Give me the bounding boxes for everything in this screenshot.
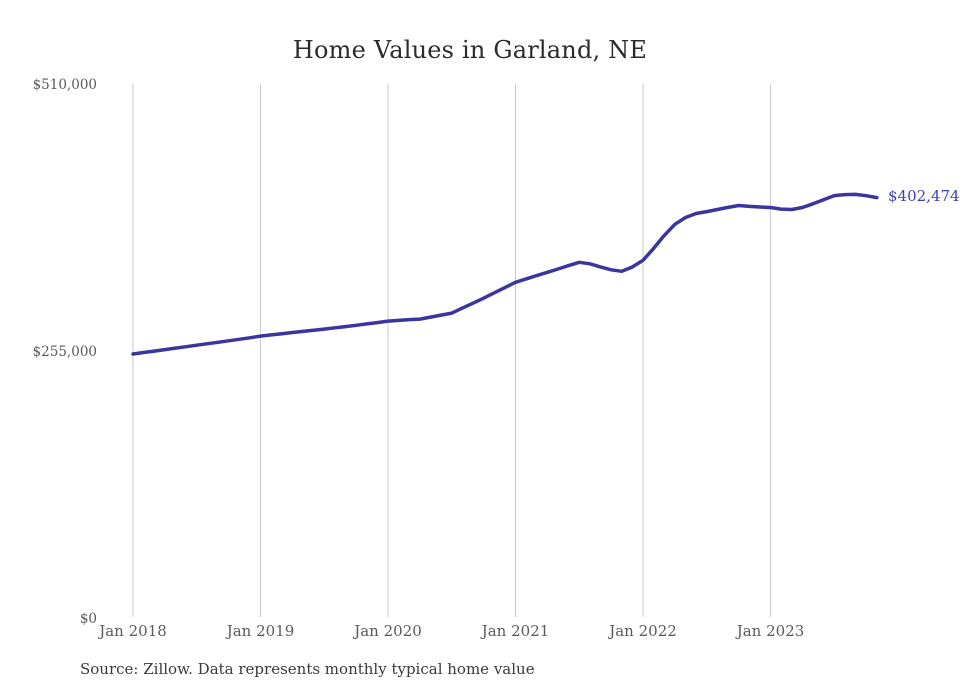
x-axis-tick-2023: Jan 2023 [736, 622, 805, 640]
x-axis-tick-2019: Jan 2019 [226, 622, 295, 640]
y-axis-tick-max: $510,000 [32, 77, 97, 93]
source-note: Source: Zillow. Data represents monthly … [80, 660, 535, 678]
x-axis-tick-2022: Jan 2022 [609, 622, 677, 640]
x-axis-tick-2018: Jan 2018 [99, 622, 167, 640]
chart-title: Home Values in Garland, NE [292, 36, 648, 64]
x-axis-tick-2020: Jan 2020 [354, 622, 422, 640]
x-axis-tick-2021: Jan 2021 [481, 622, 550, 640]
y-axis-tick-zero: $0 [79, 611, 97, 627]
y-axis-tick-mid: $255,000 [32, 344, 97, 360]
end-value-label: $402,474 [888, 187, 960, 205]
home-value-line [131, 192, 879, 356]
